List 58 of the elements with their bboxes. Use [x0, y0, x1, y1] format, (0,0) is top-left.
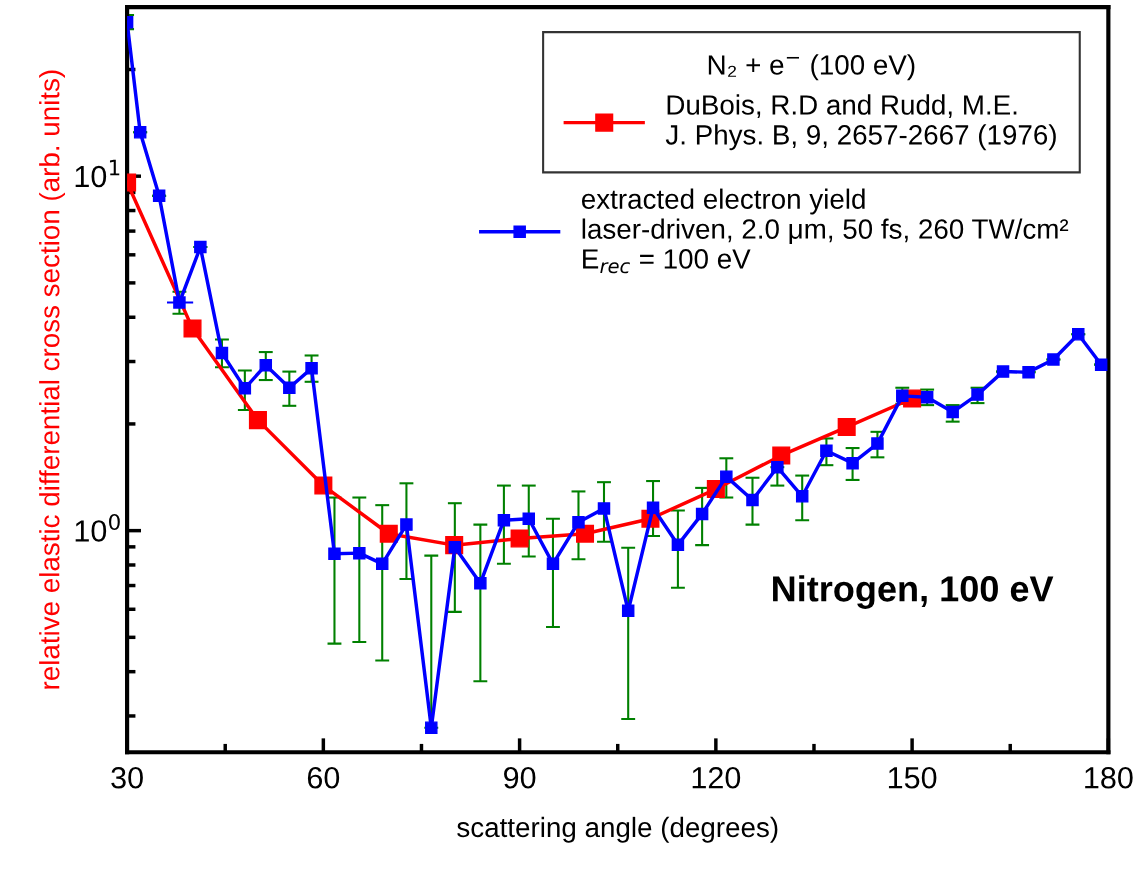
x-tick-label: 90 — [504, 766, 536, 789]
point — [671, 538, 685, 552]
point — [497, 513, 511, 527]
point — [305, 362, 318, 375]
point — [575, 524, 595, 543]
point — [1047, 353, 1060, 366]
point — [152, 189, 166, 203]
point — [194, 240, 207, 254]
point — [871, 437, 884, 450]
legend-label: DuBois, R.D and Rudd, M.E. J. Phys. B, 9, 2657-2667 (1976) — [665, 94, 1056, 151]
x-tick-label: 120 — [692, 766, 741, 789]
point — [1072, 328, 1085, 341]
point — [400, 518, 413, 531]
legend-label: extracted electron yield laser-driven, 2.0 μm, 50 fs, 260 TW/cm² E$_{rec}$ = 100 eV — [581, 188, 1069, 274]
point — [1094, 358, 1108, 371]
point — [522, 512, 536, 526]
x-tick-label: 180 — [1085, 766, 1133, 789]
point — [215, 346, 229, 360]
point — [597, 502, 611, 515]
point — [259, 358, 273, 372]
x-tick-label: 150 — [888, 766, 937, 789]
point — [572, 515, 585, 529]
point — [746, 493, 759, 507]
point — [248, 411, 267, 430]
point — [971, 388, 984, 401]
point — [375, 557, 389, 571]
point — [621, 604, 635, 618]
point — [474, 577, 487, 590]
point — [353, 546, 366, 560]
x-axis-title: scattering angle (degrees) — [457, 816, 778, 843]
point — [846, 456, 859, 470]
point — [820, 444, 833, 458]
point — [771, 460, 784, 474]
point — [283, 381, 296, 395]
point — [510, 529, 529, 548]
x-tick-label: 60 — [307, 766, 340, 789]
point — [379, 524, 398, 543]
y-axis-title: relative elastic differential cross section (arb. units) — [39, 70, 65, 689]
point — [646, 501, 660, 515]
point — [795, 490, 809, 503]
annotation: Nitrogen, 100 eV — [773, 575, 1054, 609]
point — [946, 405, 959, 419]
point — [837, 418, 856, 437]
point — [1022, 365, 1035, 379]
point — [720, 470, 733, 483]
x-tick-label: 30 — [111, 766, 143, 789]
legend-title: N₂ + e$^{−}$ (100 eV) — [708, 54, 915, 81]
point — [695, 507, 709, 521]
point — [183, 319, 202, 338]
point — [238, 382, 252, 395]
point — [425, 721, 438, 734]
y-tick-label: 10$^{0}$ — [75, 513, 120, 542]
point — [328, 547, 341, 561]
y-tick-label: 10$^{1}$ — [75, 159, 120, 188]
point — [133, 126, 147, 139]
point — [546, 557, 560, 571]
point — [173, 296, 186, 309]
point — [996, 365, 1010, 378]
